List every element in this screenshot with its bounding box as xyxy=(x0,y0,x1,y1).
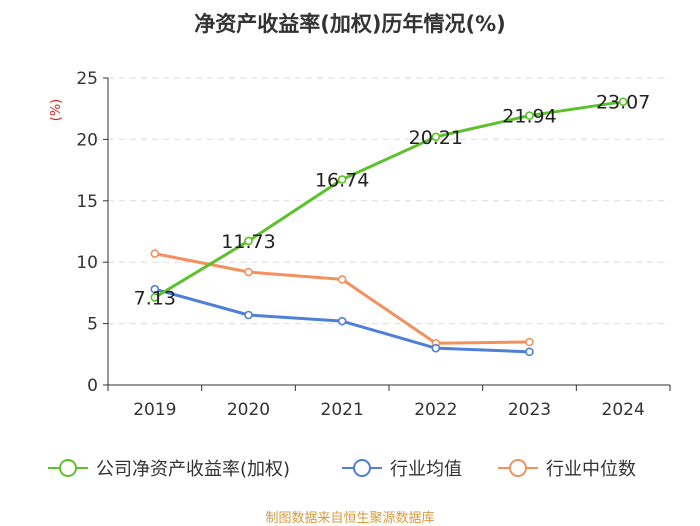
data-point xyxy=(150,249,160,258)
series-line xyxy=(154,252,530,345)
legend-item-1: 行业均值 xyxy=(342,459,462,480)
data-point xyxy=(525,111,534,120)
source-note: 制图数据来自恒生聚源数据库 xyxy=(265,511,435,526)
data-point xyxy=(337,175,347,184)
data-labels-layer: 7.13 11.73 16.74 20.21 21.94 23.07 xyxy=(134,92,651,310)
data-point xyxy=(244,310,253,320)
x-tick-label-2019: 2019 xyxy=(133,400,176,420)
y-tick-label: 20 xyxy=(76,130,98,150)
series-layer xyxy=(150,97,628,357)
x-tick-label-2023: 2023 xyxy=(508,400,551,420)
data-point xyxy=(431,343,441,353)
data-point xyxy=(337,316,347,326)
legend-item-0: 公司净资产收益率(加权) xyxy=(48,459,290,480)
y-tick-label: 15 xyxy=(76,192,98,212)
legend-marker xyxy=(509,459,527,477)
legend-label: 行业中位数 xyxy=(546,459,636,480)
x-tick-label-2021: 2021 xyxy=(321,400,364,420)
data-label: 20.21 xyxy=(409,127,463,149)
data-point xyxy=(244,267,253,277)
data-point xyxy=(525,337,534,347)
data-point xyxy=(150,293,160,302)
y-tick-label: 25 xyxy=(76,69,98,89)
legend-label: 公司净资产收益率(加权) xyxy=(96,459,290,480)
legend-label: 行业均值 xyxy=(390,459,462,480)
x-tick-label-2020: 2020 xyxy=(227,400,270,420)
series-0 xyxy=(150,97,628,302)
data-point xyxy=(618,97,628,107)
legend: 公司净资产收益率(加权) 行业均值 行业中位数 xyxy=(48,459,636,480)
chart-title: 净资产收益率(加权)历年情况(%) xyxy=(194,12,506,36)
data-label: 23.07 xyxy=(596,92,650,114)
axes: 0 5 10 15 20 25 2019 2020 2021 2022 2023 2024 xyxy=(76,69,671,420)
y-tick-label: 0 xyxy=(87,376,98,396)
y-axis-unit-label: (%) xyxy=(49,99,64,122)
data-point xyxy=(150,284,160,294)
data-point xyxy=(244,236,253,246)
y-tick-label: 5 xyxy=(87,315,98,335)
gridlines xyxy=(108,77,670,325)
series-line xyxy=(154,100,624,299)
data-point xyxy=(337,275,347,284)
data-label: 16.74 xyxy=(315,169,369,191)
series-2 xyxy=(150,249,534,348)
legend-marker xyxy=(59,459,77,477)
legend-item-2: 行业中位数 xyxy=(498,459,636,480)
series-1 xyxy=(150,284,534,357)
y-tick-label: 10 xyxy=(76,253,98,273)
data-point xyxy=(431,132,441,142)
data-label: 7.13 xyxy=(134,287,176,309)
x-tick-label-2024: 2024 xyxy=(602,400,645,420)
data-label: 11.73 xyxy=(221,231,275,253)
x-tick-label-2022: 2022 xyxy=(414,400,457,420)
legend-marker xyxy=(353,459,371,477)
data-label: 21.94 xyxy=(502,106,556,128)
data-point xyxy=(525,347,534,357)
